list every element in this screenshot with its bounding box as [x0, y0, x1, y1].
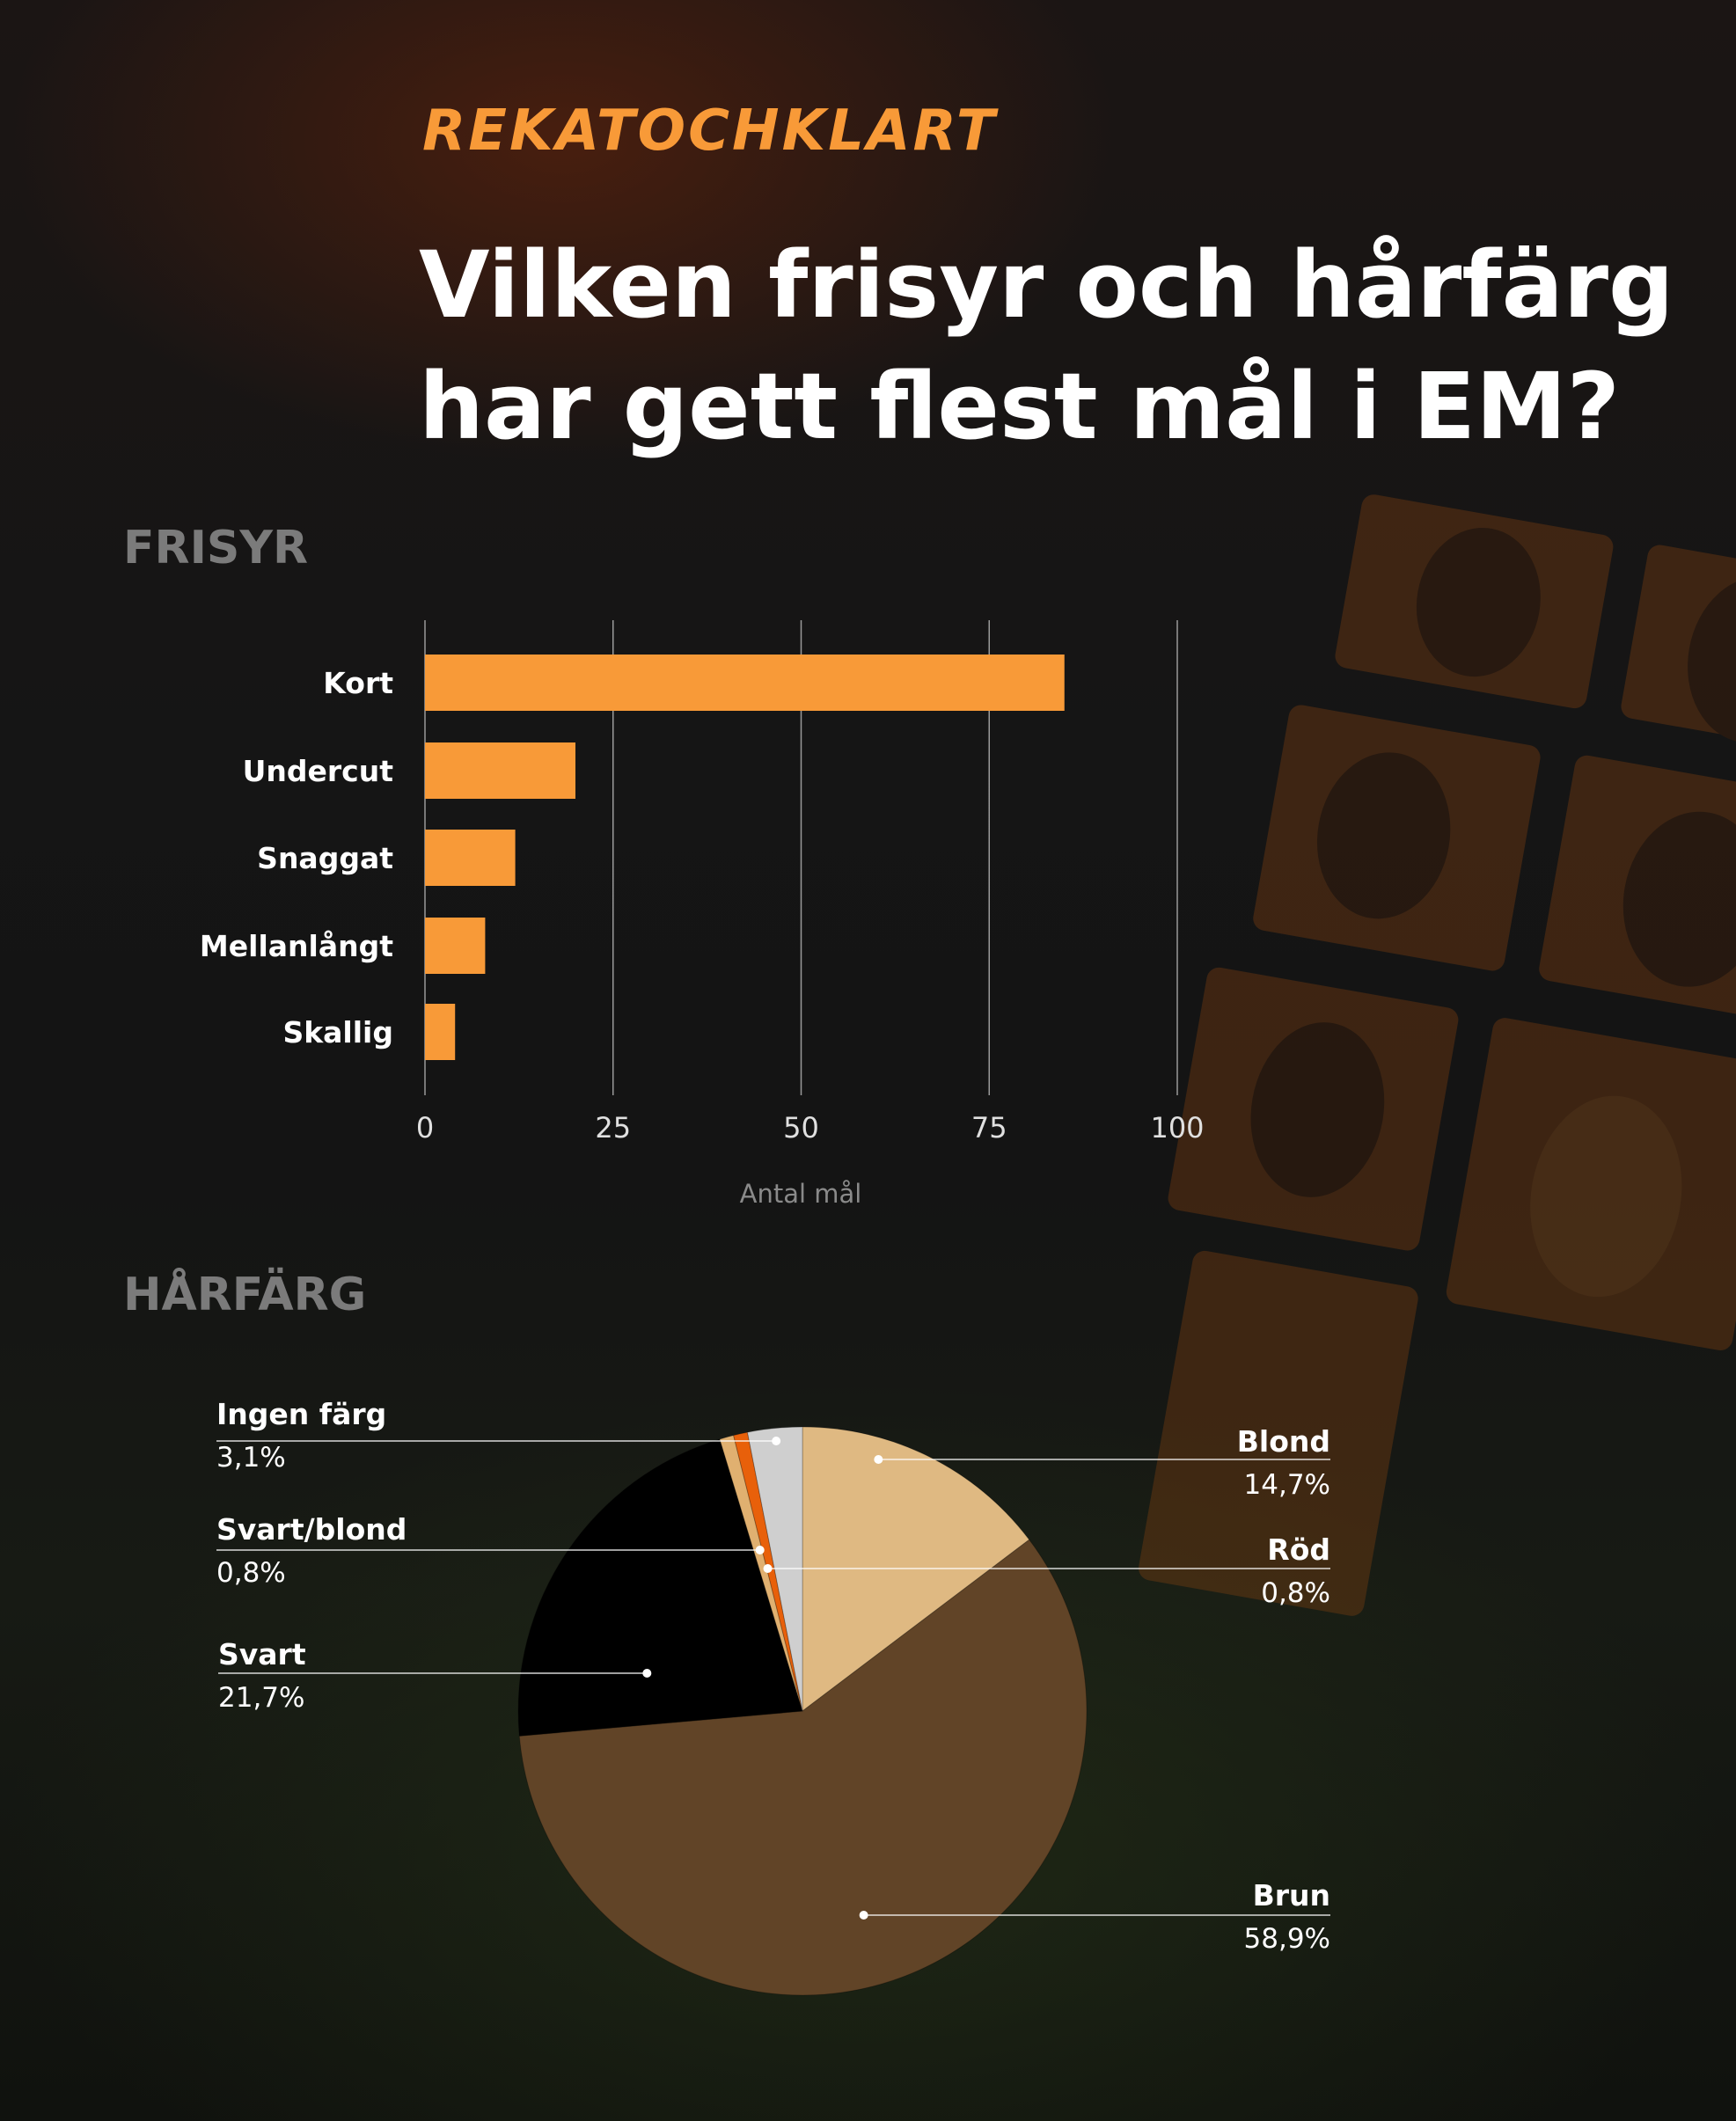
section-title-frisyr: FRISYR [123, 522, 309, 574]
bar-undercut [425, 742, 575, 799]
pie-slice-brun [518, 1539, 1088, 1996]
leader-dot [755, 1546, 765, 1554]
bar-mellanlangt [425, 918, 486, 974]
pie-slices [517, 1426, 1088, 1996]
category-label: Mellanlångt [200, 929, 393, 963]
slice-label-svart: Svart [218, 1637, 306, 1671]
slice-label-brun: Brun [1253, 1878, 1330, 1913]
bar-tick-labels: 0 25 50 75 100 [416, 1111, 1205, 1145]
x-tick-label: 0 [416, 1111, 434, 1145]
slice-label-blond: Blond [1237, 1424, 1330, 1459]
section-title-harfarg: HÅRFÄRG [123, 1269, 367, 1321]
category-label: Skallig [282, 1015, 393, 1050]
page-title: Vilken frisyr och hårfärg har gett flest… [419, 231, 1674, 460]
leader-dot [763, 1564, 773, 1573]
leader-dot [772, 1437, 781, 1445]
leader-dot [642, 1669, 652, 1678]
x-tick-label: 25 [595, 1111, 631, 1145]
brand-logo: REKATOCHKLART [422, 99, 998, 164]
bar-category-labels: Kort Undercut Snaggat Mellanlångt Skallig [200, 666, 393, 1050]
bar-skallig [425, 1004, 456, 1060]
x-tick-label: 75 [971, 1111, 1007, 1145]
slice-value-brun: 58,9% [1244, 1923, 1330, 1955]
bar-snaggat [425, 830, 516, 886]
bar-series [425, 655, 1065, 1060]
category-label: Kort [323, 666, 393, 700]
x-tick-label: 50 [783, 1111, 819, 1145]
player-portrait-grid [1139, 494, 1736, 1616]
slice-value-svart-blond: 0,8% [216, 1557, 286, 1589]
x-tick-label: 100 [1150, 1111, 1204, 1145]
category-label: Snaggat [257, 841, 393, 875]
slice-value-rod: 0,8% [1261, 1577, 1330, 1609]
slice-value-svart: 21,7% [218, 1682, 304, 1714]
category-label: Undercut [243, 754, 394, 788]
pie-labels: Blond 14,7% Brun 58,9% Svart 21,7% Svart/blond… [216, 1397, 1330, 1955]
slice-value-blond: 14,7% [1244, 1469, 1330, 1501]
leader-dot [874, 1455, 883, 1464]
bar-kort [425, 655, 1065, 711]
slice-label-svart-blond: Svart/blond [216, 1512, 407, 1547]
pie-slice-svart-blond [719, 1435, 803, 1712]
slice-label-ingen-farg: Ingen färg [216, 1397, 386, 1431]
slice-value-ingen-farg: 3,1% [216, 1442, 286, 1474]
leader-dot [859, 1911, 868, 1920]
bar-x-axis-label: Antal mål [740, 1179, 862, 1209]
pie-slice-svart [517, 1438, 803, 1737]
slice-label-rod: Röd [1267, 1532, 1330, 1567]
